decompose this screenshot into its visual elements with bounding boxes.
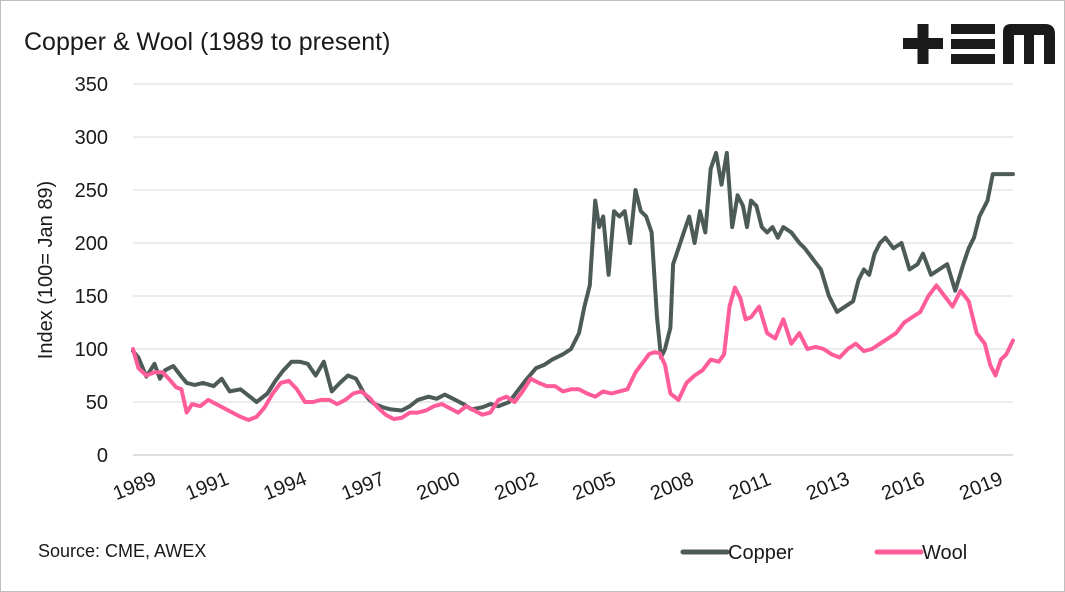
tem-logo (903, 24, 1055, 64)
y-tick-label: 200 (75, 233, 108, 255)
y-tick-labels: 0 50 100 150 200 250 300 350 (75, 74, 108, 467)
x-tick-label: 2005 (569, 468, 619, 505)
series-line-wool (131, 283, 1015, 422)
x-tick-labels: 1989 1991 1994 1997 2000 2002 2005 2008 2011 2013… (110, 468, 1006, 505)
x-tick-label: 2008 (647, 468, 697, 505)
x-tick-label: 2019 (956, 468, 1006, 505)
y-tick-label: 150 (75, 286, 108, 308)
y-tick-label: 350 (75, 74, 108, 96)
x-tick-label: 2013 (803, 468, 853, 505)
legend-copper-label: Copper (728, 542, 794, 564)
x-tick-label: 1994 (260, 468, 310, 505)
x-tick-label: 2002 (492, 468, 542, 505)
y-tick-label: 0 (97, 445, 108, 467)
x-tick-label: 1989 (110, 468, 160, 505)
x-tick-label: 2016 (878, 468, 928, 505)
y-axis-label: Index (100= Jan 89) (35, 181, 57, 359)
x-tick-label: 2011 (726, 468, 774, 505)
series-lines (131, 150, 1015, 422)
gridlines (133, 83, 1013, 456)
series-line-copper (131, 150, 1015, 413)
legend-wool-label: Wool (922, 542, 967, 564)
source-note: Source: CME, AWEX (38, 541, 207, 561)
x-tick-label: 1991 (183, 468, 233, 505)
y-tick-label: 250 (75, 180, 108, 202)
x-tick-label: 1997 (338, 468, 388, 505)
x-tick-label: 2000 (414, 468, 464, 505)
y-tick-label: 100 (75, 339, 108, 361)
legend: Copper Wool (680, 542, 967, 564)
chart-title: Copper & Wool (1989 to present) (24, 28, 391, 56)
y-tick-label: 50 (86, 392, 108, 414)
y-tick-label: 300 (75, 127, 108, 149)
